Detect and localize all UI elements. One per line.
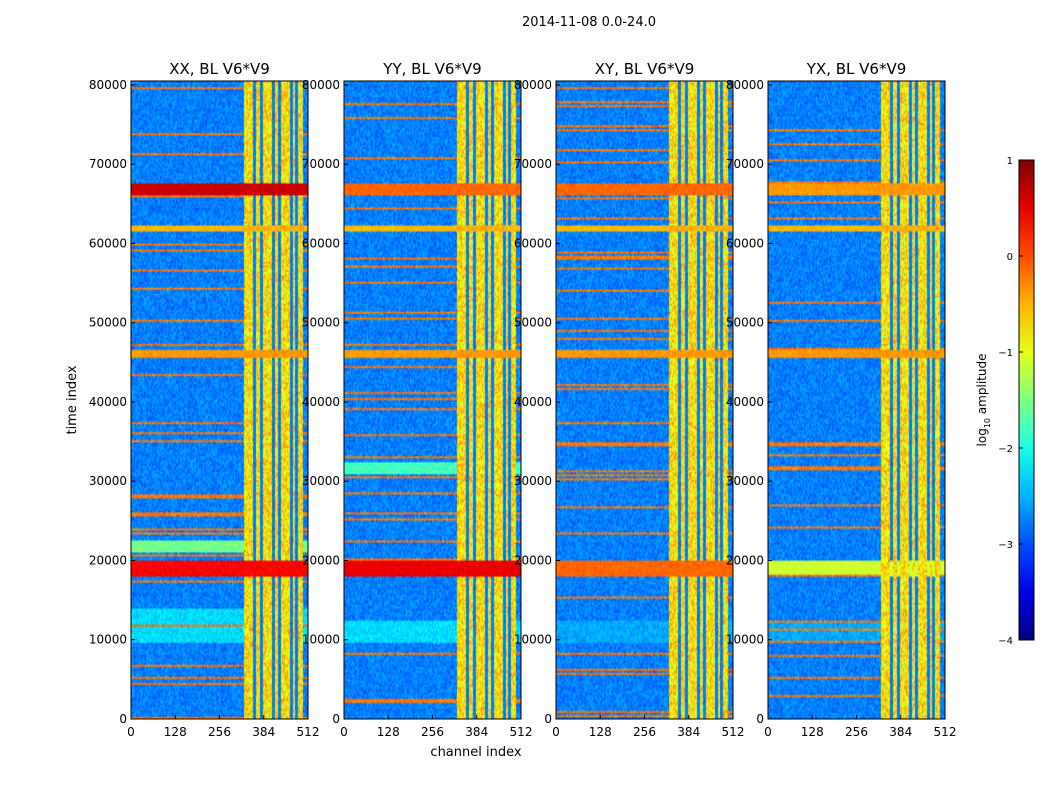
y-tick-label: 70000 (726, 157, 764, 171)
y-tick-label: 10000 (726, 633, 764, 647)
heatmap-panel: XX, BL V6*V9 0 128 256 384 512 0 10000 20000 3000… (89, 60, 320, 739)
x-tick-label: 512 (934, 725, 957, 739)
x-tick-label: 128 (801, 725, 824, 739)
x-tick-label: 0 (127, 725, 135, 739)
x-tick-label: 512 (297, 725, 320, 739)
heatmap-image (768, 81, 945, 719)
colorbar-tick-label: −4 (998, 636, 1013, 647)
x-tick-label: 128 (164, 725, 187, 739)
heatmap-image (131, 81, 308, 719)
colorbar-tick-label: 1 (1007, 156, 1013, 167)
y-tick-label: 0 (332, 712, 340, 726)
y-tick-label: 30000 (302, 474, 340, 488)
y-tick-label: 40000 (514, 395, 552, 409)
x-tick-label: 384 (252, 725, 275, 739)
y-tick-label: 30000 (89, 474, 127, 488)
panel-title: XX, BL V6*V9 (169, 60, 270, 78)
y-tick-label: 20000 (726, 553, 764, 567)
x-tick-label: 384 (889, 725, 912, 739)
y-tick-label: 10000 (302, 633, 340, 647)
x-tick-label: 384 (677, 725, 700, 739)
y-tick-label: 60000 (726, 236, 764, 250)
x-tick-label: 384 (465, 725, 488, 739)
x-tick-label: 256 (208, 725, 231, 739)
y-tick-label: 50000 (514, 316, 552, 330)
y-tick-label: 30000 (726, 474, 764, 488)
y-tick-label: 0 (119, 712, 127, 726)
y-axis-label: time index (65, 365, 80, 434)
y-tick-label: 80000 (89, 78, 127, 92)
y-tick-label: 60000 (514, 236, 552, 250)
x-tick-label: 512 (722, 725, 745, 739)
colorbar-tick-label: −3 (998, 540, 1013, 551)
colorbar-label: log10 amplitude (975, 354, 992, 447)
y-tick-label: 80000 (302, 78, 340, 92)
x-axis-label: channel index (430, 745, 521, 760)
x-tick-label: 512 (510, 725, 533, 739)
y-tick-label: 40000 (302, 395, 340, 409)
y-tick-label: 20000 (514, 553, 552, 567)
y-tick-label: 50000 (302, 316, 340, 330)
y-tick-label: 40000 (726, 395, 764, 409)
y-tick-label: 50000 (726, 316, 764, 330)
colorbar: 1 0 −1 −2 −3 −4 log10 amplitude (975, 156, 1035, 647)
colorbar-gradient (1018, 159, 1035, 641)
heatmap-panel: YX, BL V6*V9 0 128 256 384 512 0 10000 20000 3000… (726, 60, 957, 739)
x-tick-label: 0 (764, 725, 772, 739)
x-tick-label: 128 (589, 725, 612, 739)
y-tick-label: 80000 (514, 78, 552, 92)
heatmap-image (556, 81, 733, 719)
x-tick-label: 128 (377, 725, 400, 739)
heatmap-panel: XY, BL V6*V9 0 128 256 384 512 0 10000 20000 3000… (514, 60, 745, 739)
figure-suptitle: 2014-11-08 0.0-24.0 (522, 15, 656, 30)
y-tick-label: 40000 (89, 395, 127, 409)
y-tick-label: 0 (544, 712, 552, 726)
colorbar-tick-label: −2 (998, 444, 1013, 455)
x-tick-label: 0 (552, 725, 560, 739)
x-tick-label: 256 (633, 725, 656, 739)
y-tick-label: 10000 (89, 633, 127, 647)
panel-title: XY, BL V6*V9 (595, 60, 695, 78)
y-tick-label: 70000 (302, 157, 340, 171)
panel-title: YY, BL V6*V9 (382, 60, 481, 78)
y-tick-label: 10000 (514, 633, 552, 647)
colorbar-tick-label: −1 (998, 348, 1013, 359)
y-tick-label: 50000 (89, 316, 127, 330)
y-tick-label: 70000 (514, 157, 552, 171)
y-tick-label: 80000 (726, 78, 764, 92)
y-tick-label: 0 (756, 712, 764, 726)
x-tick-label: 256 (421, 725, 444, 739)
heatmap-image (344, 81, 521, 719)
x-tick-label: 0 (340, 725, 348, 739)
x-tick-label: 256 (845, 725, 868, 739)
y-tick-label: 60000 (89, 236, 127, 250)
y-tick-label: 20000 (89, 553, 127, 567)
y-tick-label: 20000 (302, 553, 340, 567)
panel-title: YX, BL V6*V9 (806, 60, 907, 78)
y-tick-label: 30000 (514, 474, 552, 488)
y-tick-label: 60000 (302, 236, 340, 250)
y-tick-label: 70000 (89, 157, 127, 171)
colorbar-tick-label: 0 (1007, 252, 1013, 263)
heatmap-panels: XX, BL V6*V9 0 128 256 384 512 0 10000 20000 3000… (89, 60, 957, 739)
heatmap-panel: YY, BL V6*V9 0 128 256 384 512 0 10000 20000 3000… (302, 60, 533, 739)
